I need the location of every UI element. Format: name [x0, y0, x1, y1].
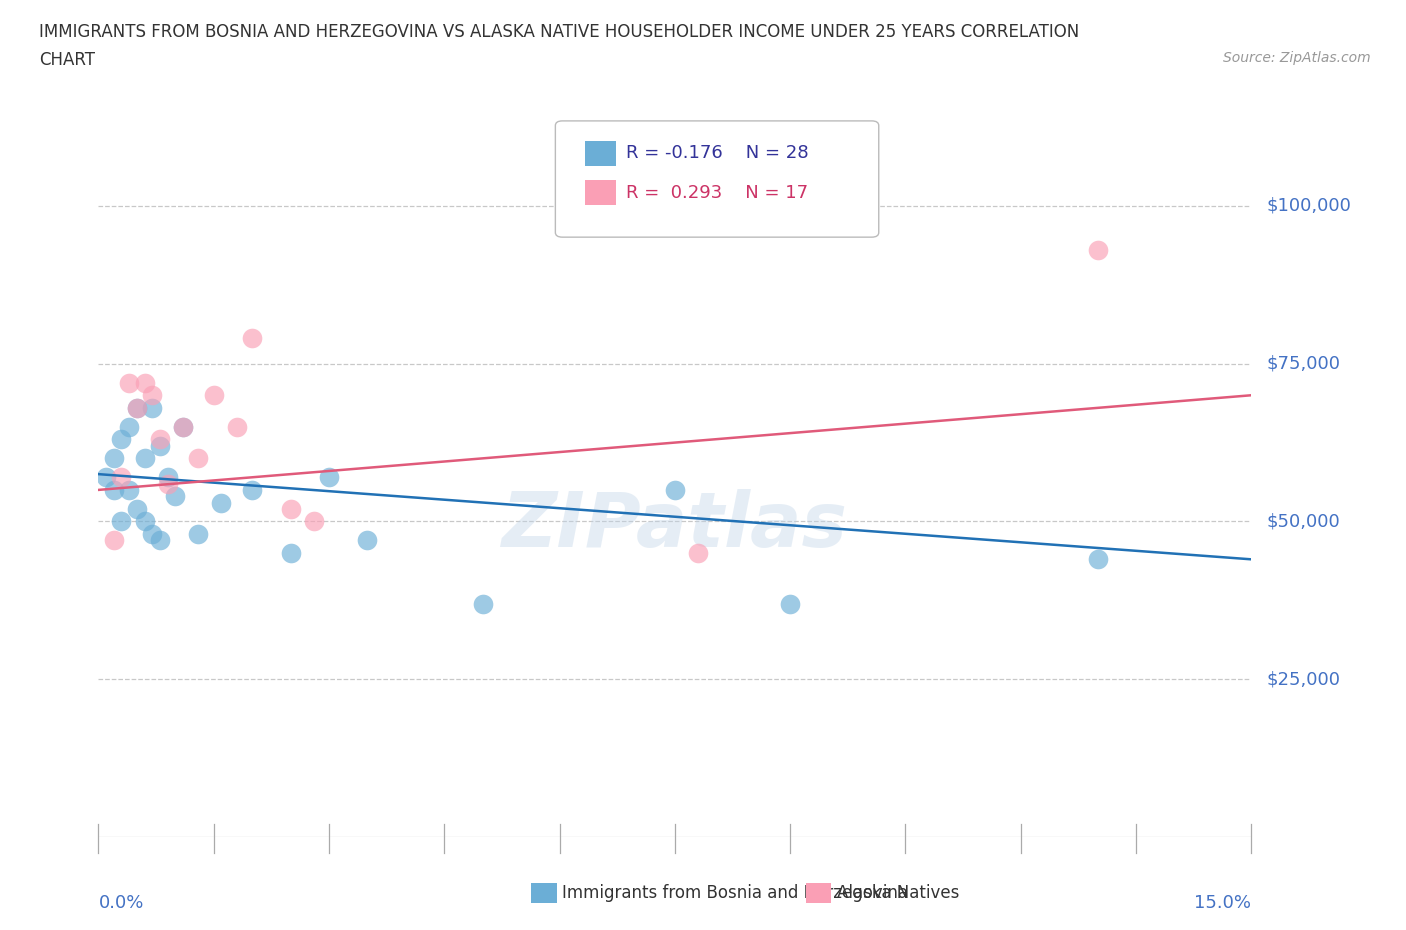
Point [125, 501, 148, 516]
Point [356, 533, 378, 548]
Text: ZIPatlas: ZIPatlas [502, 489, 848, 563]
Text: Source: ZipAtlas.com: Source: ZipAtlas.com [1223, 51, 1371, 65]
Point [280, 546, 302, 561]
Point [110, 514, 132, 529]
Point [156, 470, 179, 485]
Text: $25,000: $25,000 [1267, 671, 1341, 688]
Point [118, 483, 141, 498]
Point [141, 388, 163, 403]
Point [134, 451, 156, 466]
Point [280, 501, 302, 516]
Point [664, 483, 686, 498]
Point [141, 526, 163, 541]
Point [110, 470, 132, 485]
Point [209, 495, 232, 510]
Text: 15.0%: 15.0% [1194, 894, 1251, 911]
Point [187, 451, 209, 466]
Text: Immigrants from Bosnia and Herzegovina: Immigrants from Bosnia and Herzegovina [562, 884, 908, 902]
Point [149, 438, 172, 453]
Point [141, 401, 163, 416]
Text: R =  0.293    N = 17: R = 0.293 N = 17 [626, 183, 808, 202]
Point [1087, 243, 1109, 258]
Text: $75,000: $75,000 [1267, 354, 1341, 373]
Text: $50,000: $50,000 [1267, 512, 1340, 530]
Point [125, 401, 148, 416]
Point [134, 375, 156, 390]
Point [118, 375, 141, 390]
Point [149, 432, 172, 447]
Point [156, 476, 179, 491]
Point [302, 514, 325, 529]
Point [240, 331, 263, 346]
Text: R = -0.176    N = 28: R = -0.176 N = 28 [626, 144, 808, 163]
Point [779, 596, 801, 611]
Point [686, 546, 709, 561]
Point [187, 526, 209, 541]
Point [471, 596, 494, 611]
Point [240, 483, 263, 498]
Point [134, 514, 156, 529]
Point [103, 451, 125, 466]
Point [149, 533, 172, 548]
Text: IMMIGRANTS FROM BOSNIA AND HERZEGOVINA VS ALASKA NATIVE HOUSEHOLDER INCOME UNDER: IMMIGRANTS FROM BOSNIA AND HERZEGOVINA V… [39, 23, 1080, 41]
Point [118, 419, 141, 434]
Point [94, 470, 117, 485]
Text: CHART: CHART [39, 51, 96, 69]
Text: 0.0%: 0.0% [98, 894, 143, 911]
Point [225, 419, 247, 434]
Point [318, 470, 340, 485]
Text: Alaska Natives: Alaska Natives [837, 884, 959, 902]
Text: $100,000: $100,000 [1267, 197, 1351, 215]
Point [165, 489, 187, 504]
Point [172, 419, 194, 434]
Point [1087, 551, 1109, 566]
Point [103, 483, 125, 498]
Point [202, 388, 225, 403]
Point [172, 419, 194, 434]
Point [103, 533, 125, 548]
Point [110, 432, 132, 447]
Point [125, 401, 148, 416]
